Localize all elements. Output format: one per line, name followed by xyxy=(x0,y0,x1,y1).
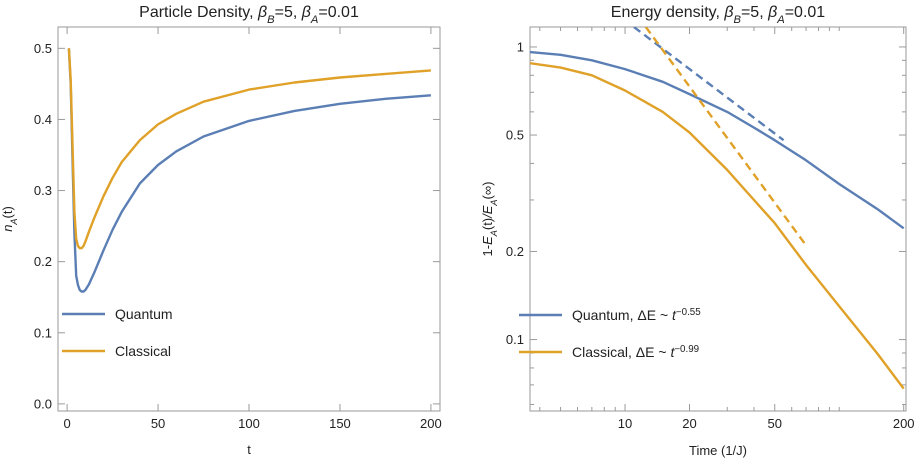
chart-title: Energy density, βB=5, βA=0.01 xyxy=(611,4,825,26)
y-tick-label: 1 xyxy=(517,39,524,54)
legend-label-quantum: Quantum, ΔE ~ t−0.55 xyxy=(572,307,701,324)
plot-area xyxy=(530,27,905,390)
chart-title: Particle Density, βB=5, βA=0.01 xyxy=(139,4,359,26)
y-tick-label: 0.5 xyxy=(506,128,524,143)
x-tick-label: 50 xyxy=(151,416,165,431)
x-tick-label: 20 xyxy=(682,416,696,431)
y-tick-label: 0.1 xyxy=(506,332,524,347)
y-axis-label: 1-EA(t)/EA(∞) xyxy=(480,182,499,257)
x-tick-label: 0 xyxy=(63,416,70,431)
series-line-classical xyxy=(530,62,905,390)
legend-label-classical: Classical, ΔE ~ t−0.99 xyxy=(572,344,699,361)
legend-label-quantum: Quantum xyxy=(115,306,173,322)
x-tick-label: 50 xyxy=(768,416,782,431)
fit-line-classical xyxy=(644,27,807,247)
plot-area xyxy=(67,48,431,293)
chart-panel-2: 10 20 50 200 0.1 0.2 0.5 1 Energy density, βB=5,… xyxy=(480,4,914,458)
x-tick-label: 100 xyxy=(238,416,260,431)
x-tick-label: 150 xyxy=(329,416,351,431)
y-tick-label: 0.3 xyxy=(34,183,52,198)
series-line-quantum xyxy=(67,48,431,293)
chart-panel-1: 0 50 100 150 200 0.0 0.1 0.2 0.3 0.4 0.5 Particle D… xyxy=(0,4,442,457)
legend-label-classical: Classical xyxy=(115,343,171,359)
x-axis-label: Time (1/J) xyxy=(689,443,747,458)
y-tick-label: 0.2 xyxy=(506,244,524,259)
x-tick-label: 10 xyxy=(618,416,632,431)
y-tick-label: 0.2 xyxy=(34,254,52,269)
y-tick-label: 0.1 xyxy=(34,325,52,340)
x-axis-label: t xyxy=(247,442,251,457)
series-line-quantum xyxy=(530,50,905,230)
y-tick-label: 0.4 xyxy=(34,112,52,127)
x-tick-label: 200 xyxy=(420,416,442,431)
series-line-classical xyxy=(67,48,431,250)
y-tick-label: 0.0 xyxy=(34,396,52,411)
plot-frame xyxy=(529,26,907,412)
y-tick-label: 0.5 xyxy=(34,41,52,56)
x-tick-label: 200 xyxy=(893,416,914,431)
fit-line-quantum xyxy=(633,27,785,142)
y-axis-label: nA(t) xyxy=(0,206,19,232)
